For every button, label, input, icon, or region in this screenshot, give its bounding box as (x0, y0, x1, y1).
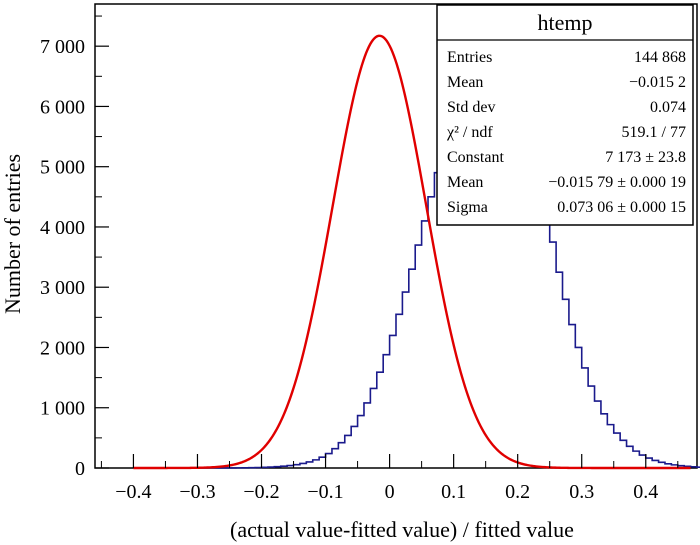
y-tick-label: 1 000 (40, 398, 85, 420)
stats-row-value: 0.073 06 ± 0.000 15 (557, 199, 686, 216)
x-tick-label: −0.2 (243, 481, 279, 503)
stats-row-value: 0.074 (650, 99, 686, 116)
y-tick-label: 3 000 (40, 277, 85, 299)
stats-row-label: Constant (447, 149, 504, 166)
x-axis-title: (actual value-fitted value) / fitted val… (230, 517, 574, 542)
stats-row-label: Entries (447, 49, 492, 66)
y-axis-title: Number of entries (0, 154, 25, 314)
y-tick-label: 4 000 (40, 217, 85, 239)
x-tick-label: 0.4 (633, 481, 658, 503)
fit-curve (133, 34, 691, 470)
plot-frame (94, 3, 698, 469)
x-tick-label: −0.4 (115, 481, 151, 503)
stats-box: htemp Entries 144 868 Mean −0.015 2 Std dev 0… (436, 4, 694, 226)
stats-row-value: 144 868 (634, 49, 686, 66)
y-tick-label: 5 000 (40, 157, 85, 179)
x-tick-label: 0.2 (505, 481, 530, 503)
y-tick-label: 0 (75, 458, 85, 480)
y-tick-label: 7 000 (40, 36, 85, 58)
y-tick-label: 2 000 (40, 337, 85, 359)
stats-row-value: 519.1 / 77 (622, 124, 686, 141)
stats-row-label: χ² / ndf (446, 124, 493, 141)
y-tick-label: 6 000 (40, 96, 85, 118)
stats-row-value: −0.015 2 (629, 74, 686, 91)
x-tick-label: −0.1 (307, 481, 343, 503)
stats-row-label: Mean (447, 74, 483, 91)
x-tick-label: 0 (385, 481, 395, 503)
stats-row-label: Std dev (447, 99, 495, 116)
stats-box-frame (436, 4, 694, 226)
stats-row-value: −0.015 79 ± 0.000 19 (548, 174, 686, 191)
stats-row-value: 7 173 ± 23.8 (605, 149, 686, 166)
axes: −0.4 −0.3 −0.2 −0.1 0 0.1 0.2 0.3 0.4 0 1 000 2 000… (40, 15, 679, 503)
plot-border (94, 3, 698, 469)
stats-rows: Entries 144 868 Mean −0.015 2 Std dev 0.074 χ²… (446, 49, 686, 216)
x-tick-label: −0.3 (179, 481, 215, 503)
stats-box-title: htemp (538, 10, 593, 35)
x-tick-label: 0.3 (569, 481, 594, 503)
stats-row-label: Mean (447, 174, 483, 191)
stats-row-label: Sigma (447, 199, 488, 216)
fit-series (133, 34, 691, 470)
x-tick-label: 0.1 (441, 481, 466, 503)
